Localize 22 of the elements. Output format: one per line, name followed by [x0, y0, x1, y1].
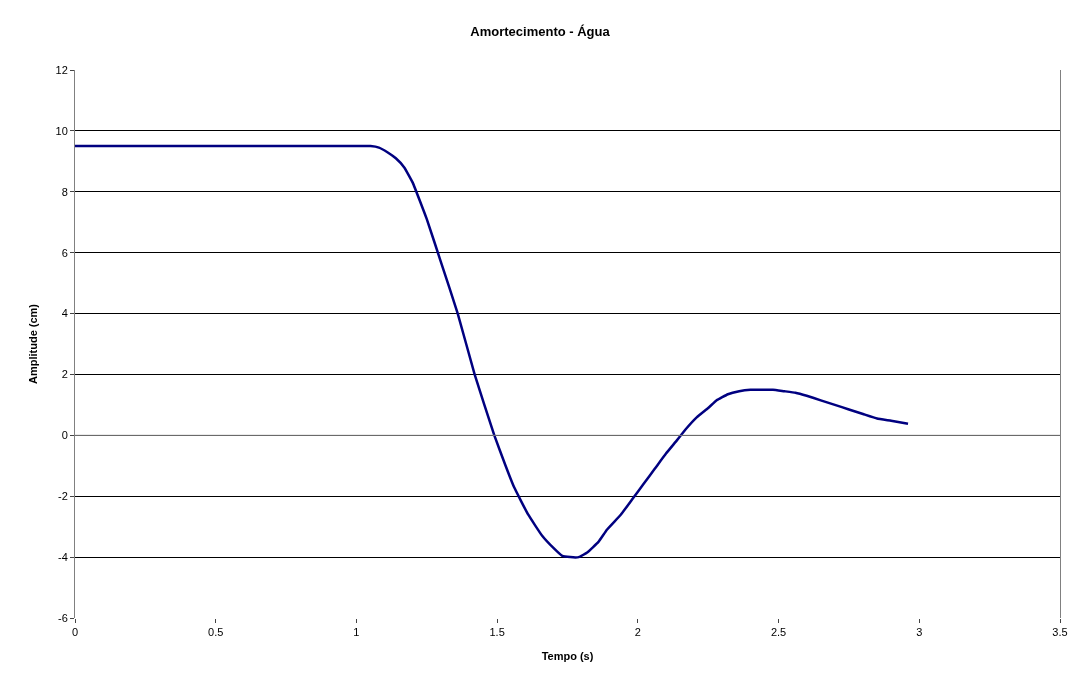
x-axis-title: Tempo (s): [541, 650, 594, 663]
y-tick-label: 2: [61, 368, 68, 381]
x-tick-label: 3.5: [1052, 626, 1068, 639]
x-tick-label: 1: [353, 626, 360, 639]
x-tick-label: 0: [71, 626, 79, 639]
chart-title: Amortecimento - Água: [470, 24, 611, 40]
y-tick-label: 10: [55, 124, 68, 137]
x-tick-label: 0.5: [208, 626, 224, 639]
y-tick-label: -4: [58, 550, 68, 563]
x-tick-label: 2.5: [770, 626, 787, 639]
x-tick-label: 3: [916, 626, 923, 639]
y-axis-title: Amplitude (cm): [27, 303, 40, 385]
y-tick-label: 8: [61, 185, 68, 198]
y-tick-label: 4: [61, 307, 68, 320]
y-tick-label: -6: [58, 611, 68, 624]
y-tick-label: -2: [58, 490, 68, 503]
y-tick-label: 12: [55, 63, 68, 76]
x-tick-label: 2: [634, 626, 641, 639]
x-tick-label: 1.5: [489, 626, 505, 639]
y-tick-label: 6: [61, 246, 68, 259]
y-tick-label: 0: [61, 429, 68, 442]
line-series: [75, 144, 910, 559]
